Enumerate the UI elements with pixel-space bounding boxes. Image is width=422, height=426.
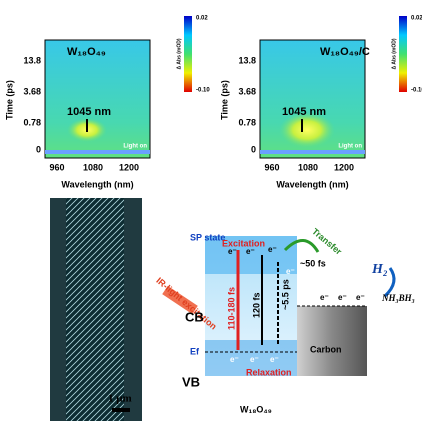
electron: e⁻ — [268, 245, 277, 254]
figure: Light on W₁₈O₄₉ 1045 nm 13.8 3.68 0.78 0 960 108… — [0, 0, 422, 421]
light-bar — [260, 150, 365, 154]
cb-min: -0.10 — [196, 88, 210, 94]
cb-label: Δ Abs (mOD) — [391, 38, 397, 69]
time-120: 120 fs — [251, 292, 261, 318]
sp-state: SP state — [190, 232, 225, 242]
x-label: Wavelength (nm) — [276, 179, 348, 189]
electron: e⁻ — [270, 355, 279, 364]
colorbar — [184, 16, 192, 92]
x-label: Wavelength (nm) — [61, 179, 133, 189]
nh3bh3: NH₃BH₃ — [381, 293, 415, 303]
x-tick-label: 1080 — [83, 162, 103, 172]
y-label: Time (ps) — [219, 80, 229, 120]
x-tick-label: 1200 — [119, 162, 139, 172]
y-tick-label: 0 — [36, 144, 41, 154]
y-tick-label: 13.8 — [23, 55, 41, 65]
x-tick-label: 1080 — [298, 162, 318, 172]
cb-label: Δ Abs (mOD) — [176, 38, 182, 69]
y-tick-label: 0.78 — [23, 117, 41, 127]
x-tick-label: 1200 — [334, 162, 354, 172]
y-tick-label: 13.8 — [238, 55, 256, 65]
electron: e⁻ — [246, 247, 255, 256]
y-tick-label: 0 — [251, 144, 256, 154]
ef: Ef — [190, 346, 200, 356]
transfer: Transfer — [310, 226, 344, 257]
electron: e⁻ — [230, 355, 239, 364]
scale-label: 1 μm — [108, 393, 132, 405]
y-tick-label: 3.68 — [23, 86, 41, 96]
time-5ps: ~5.5 ps — [280, 279, 290, 310]
cb-min: -0.10 — [411, 88, 422, 94]
scale-bar — [112, 408, 130, 412]
electron: e⁻ — [356, 293, 365, 302]
material: W₁₈O₄₉ — [240, 404, 272, 414]
panel-title: W₁₈O₄₉ — [67, 46, 106, 58]
cb-max: 0.02 — [196, 16, 208, 22]
x-tick-label: 960 — [264, 162, 279, 172]
relaxation: Relaxation — [246, 367, 292, 377]
electron: e⁻ — [286, 267, 295, 276]
light-bar — [45, 150, 150, 154]
cb-max: 0.02 — [411, 16, 422, 22]
electron: e⁻ — [250, 355, 259, 364]
cb: CB — [185, 309, 204, 324]
y-tick-label: 0.78 — [238, 117, 256, 127]
carbon-block — [297, 306, 367, 376]
annotation: 1045 nm — [67, 106, 111, 118]
x-tick-label: 960 — [49, 162, 64, 172]
transfer-time: ~50 fs — [300, 258, 326, 268]
annotation: 1045 nm — [282, 106, 326, 118]
y-tick-label: 3.68 — [238, 86, 256, 96]
colorbar — [399, 16, 407, 92]
sem-fiber — [66, 198, 124, 421]
electron: e⁻ — [228, 247, 237, 256]
light-on: Light on — [338, 144, 362, 150]
y-label: Time (ps) — [4, 80, 14, 120]
light-on: Light on — [123, 144, 147, 150]
time-110: 110-180 fs — [226, 287, 236, 330]
panel-title: W₁₈O₄₉/C — [320, 46, 370, 58]
carbon: Carbon — [310, 344, 342, 354]
electron: e⁻ — [338, 293, 347, 302]
electron: e⁻ — [320, 293, 329, 302]
h2: H₂ — [371, 262, 388, 277]
vb: VB — [182, 374, 200, 389]
